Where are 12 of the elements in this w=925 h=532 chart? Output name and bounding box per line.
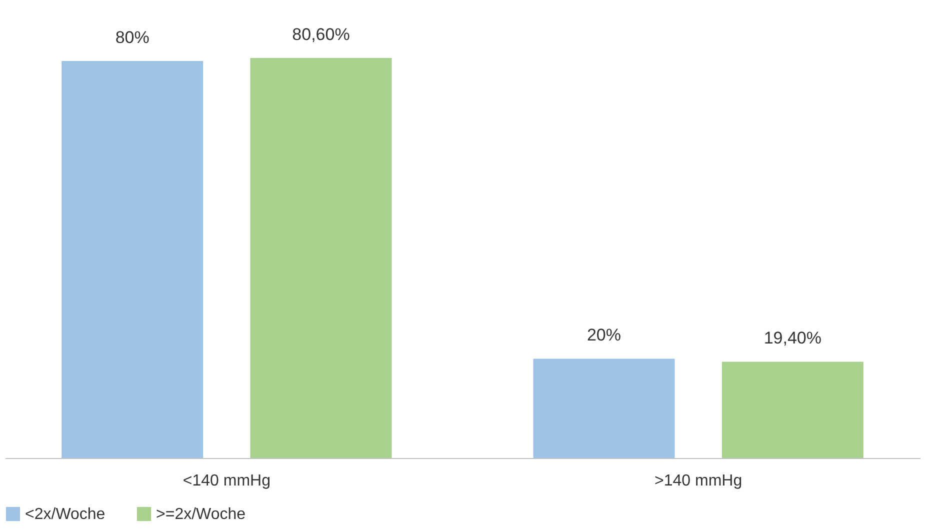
bar [722, 362, 864, 458]
legend-label: >=2x/Woche [156, 506, 246, 523]
data-label: 80,60% [292, 25, 350, 44]
data-label: 80% [115, 28, 150, 47]
x-tick-label: >140 mmHg [654, 472, 742, 490]
legend-label: <2x/Woche [25, 506, 106, 523]
x-tick-label: <140 mmHg [182, 472, 270, 490]
data-label: 20% [586, 326, 622, 345]
bar [250, 58, 392, 458]
data-label: 19,40% [764, 328, 822, 348]
bar [62, 60, 204, 458]
bar [533, 358, 675, 458]
